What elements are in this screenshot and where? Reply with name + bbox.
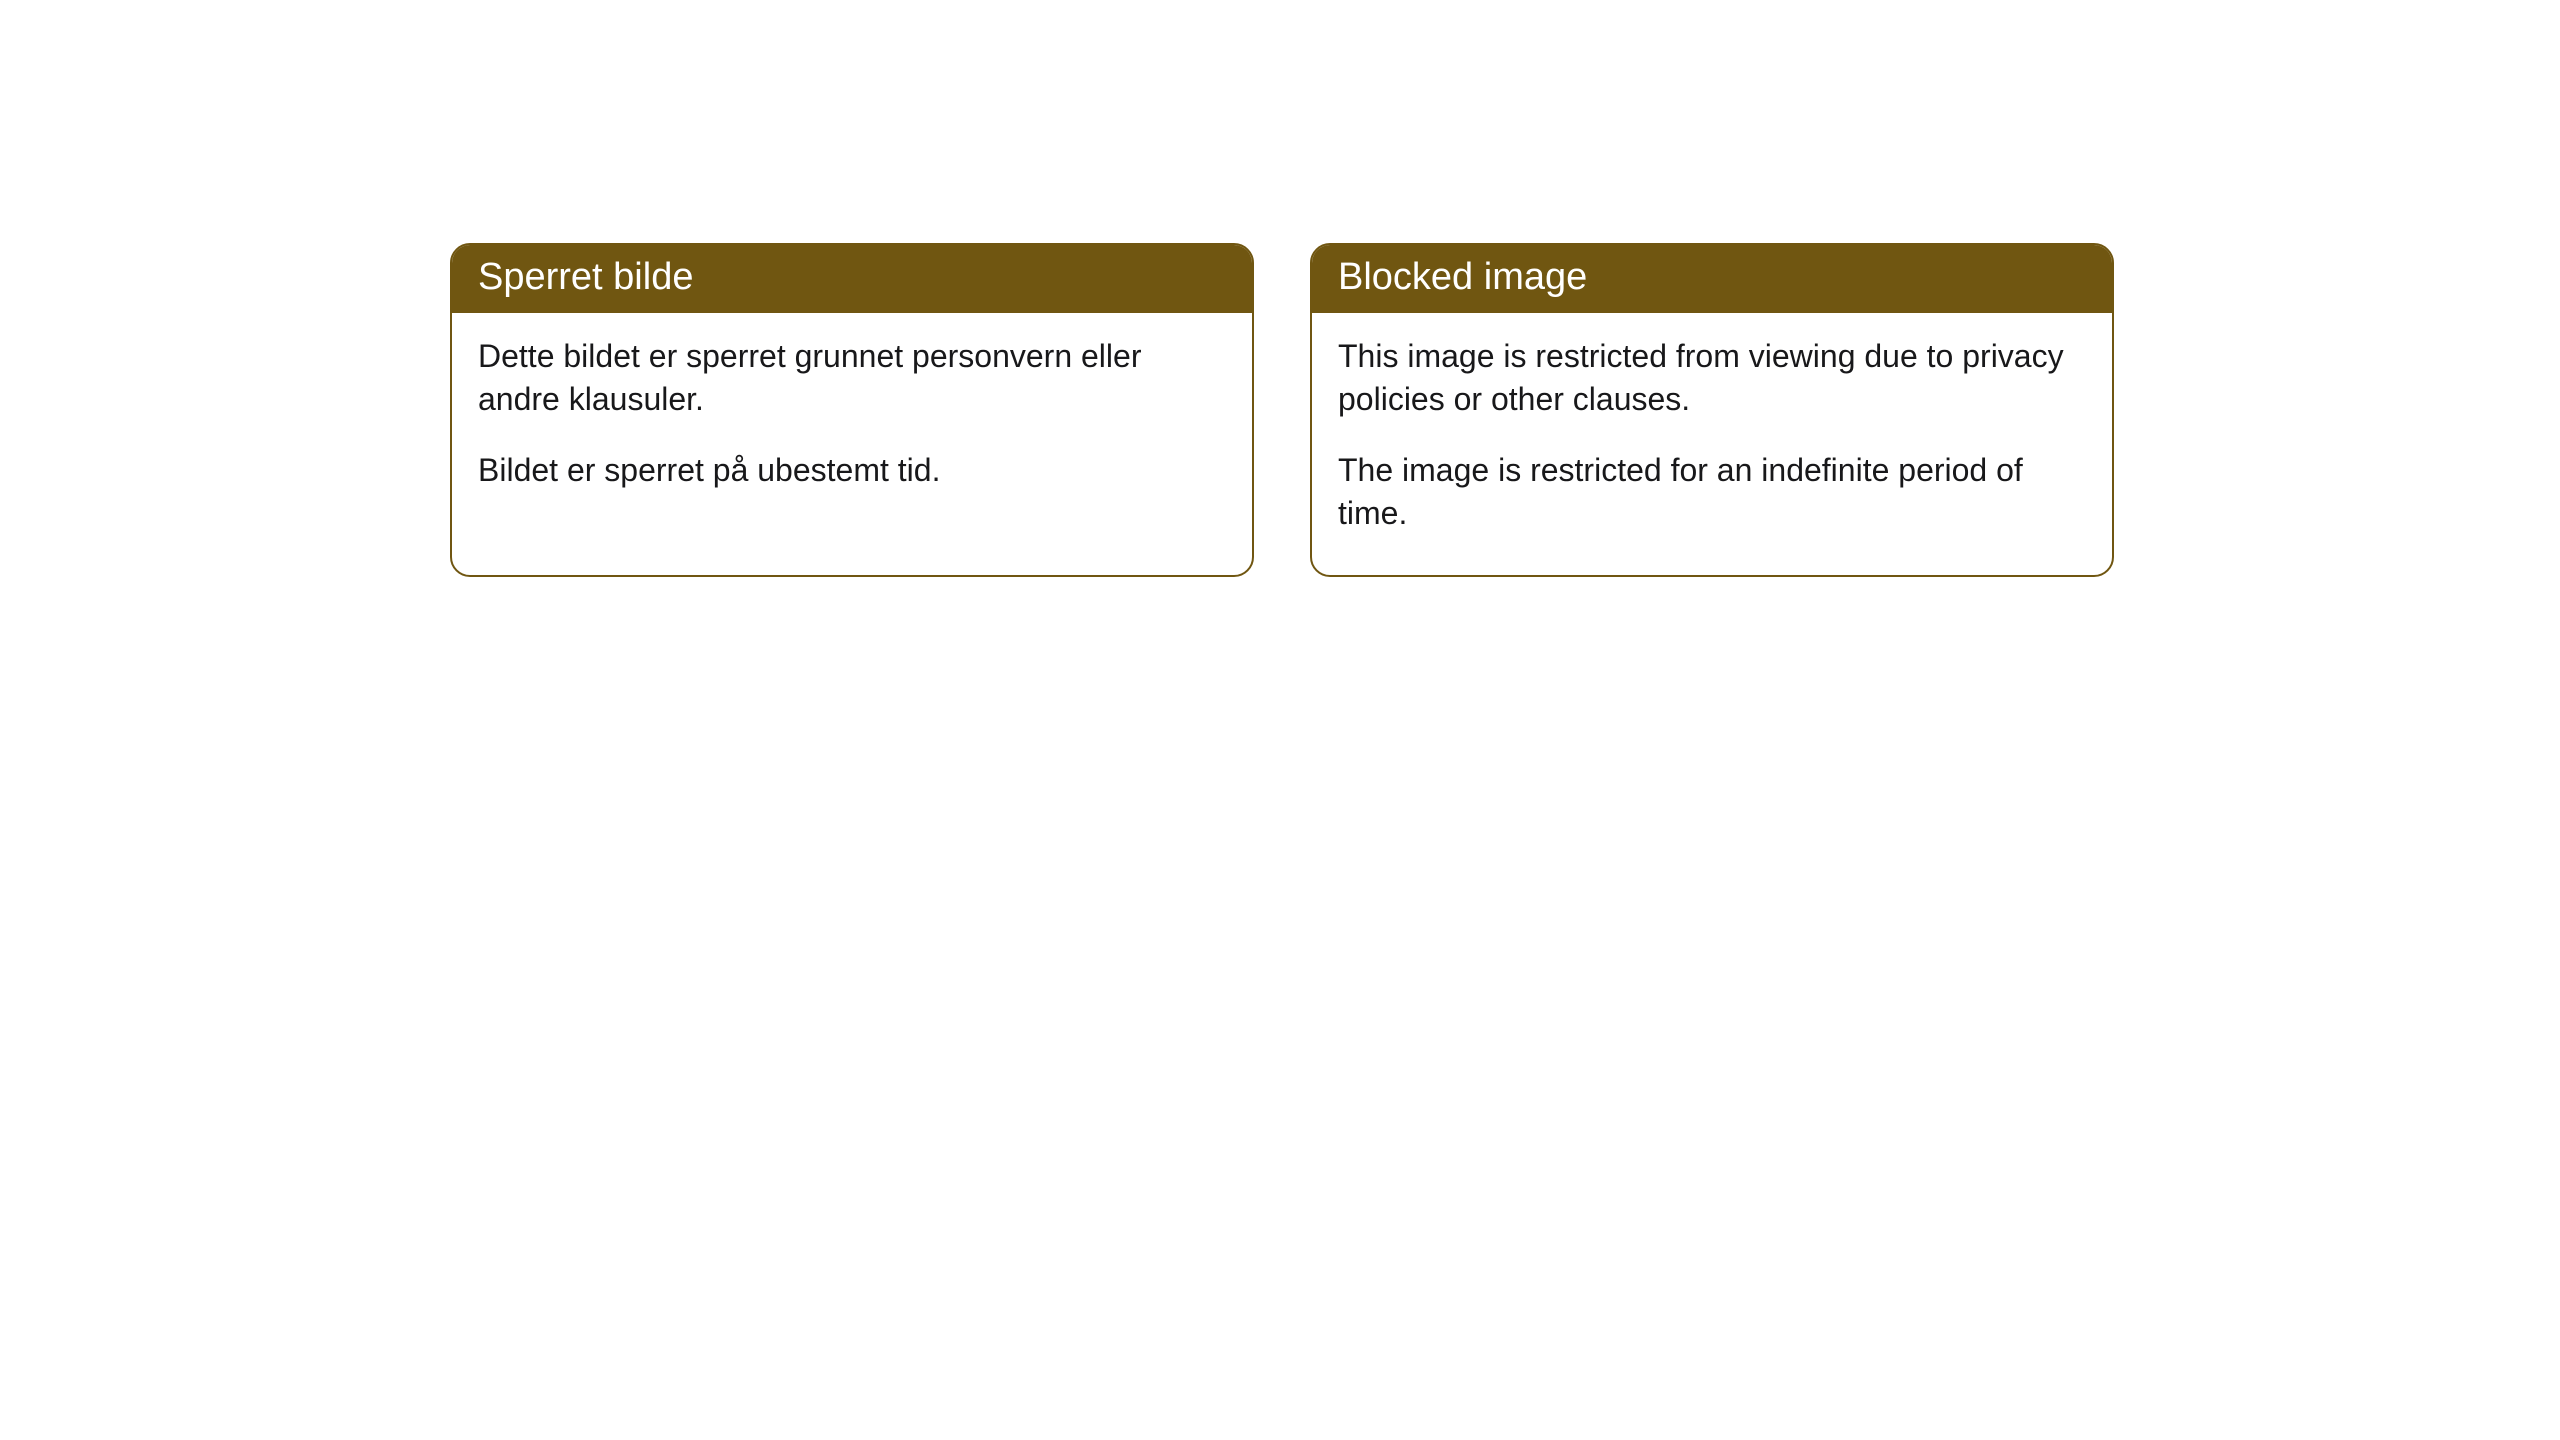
card-paragraph-1: Dette bildet er sperret grunnet personve…	[478, 335, 1226, 421]
notice-card-norwegian: Sperret bilde Dette bildet er sperret gr…	[450, 243, 1254, 577]
notice-card-english: Blocked image This image is restricted f…	[1310, 243, 2114, 577]
card-paragraph-2: The image is restricted for an indefinit…	[1338, 449, 2086, 535]
notice-container: Sperret bilde Dette bildet er sperret gr…	[0, 0, 2560, 577]
card-body: Dette bildet er sperret grunnet personve…	[452, 313, 1252, 533]
card-header: Sperret bilde	[452, 245, 1252, 313]
card-paragraph-2: Bildet er sperret på ubestemt tid.	[478, 449, 1226, 492]
card-paragraph-1: This image is restricted from viewing du…	[1338, 335, 2086, 421]
card-header: Blocked image	[1312, 245, 2112, 313]
card-title: Blocked image	[1338, 256, 1587, 298]
card-title: Sperret bilde	[478, 256, 693, 298]
card-body: This image is restricted from viewing du…	[1312, 313, 2112, 576]
